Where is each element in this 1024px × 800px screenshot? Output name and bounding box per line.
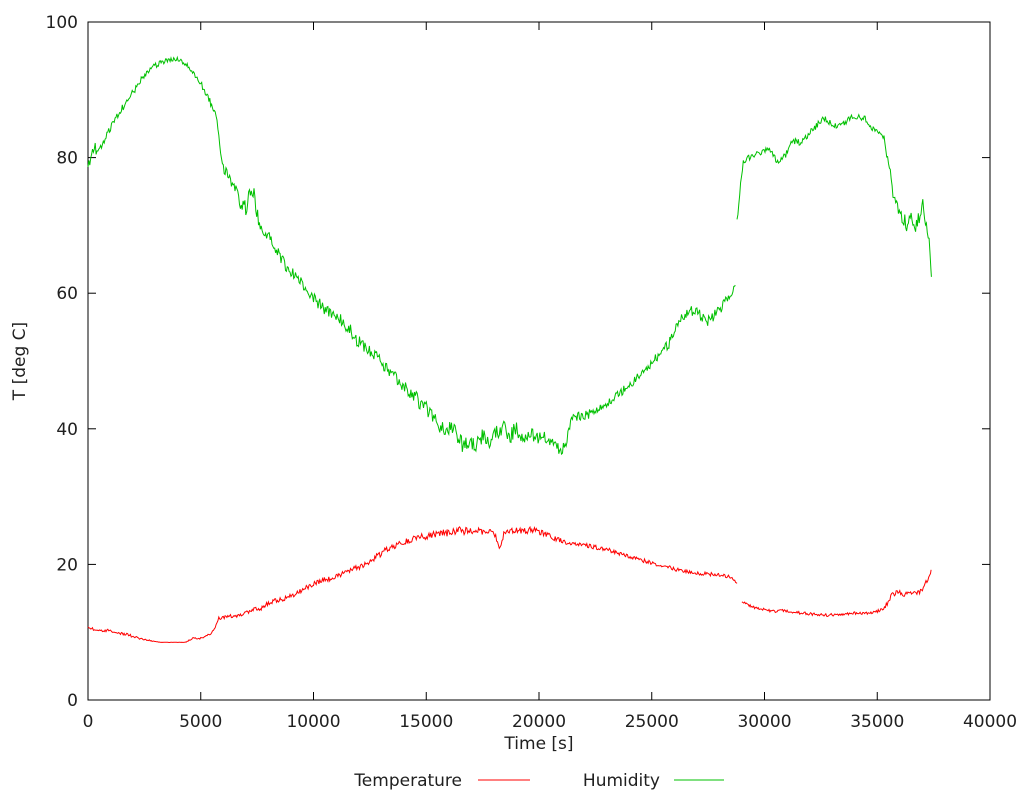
- y-tick-label: 60: [56, 284, 78, 304]
- x-tick-label: 0: [83, 712, 94, 732]
- x-axis-title: Time [s]: [503, 734, 573, 754]
- legend-label-humidity: Humidity: [583, 771, 660, 791]
- y-tick-label: 20: [56, 555, 78, 575]
- x-tick-label: 20000: [512, 712, 566, 732]
- x-tick-label: 5000: [179, 712, 222, 732]
- y-tick-label: 0: [67, 691, 78, 711]
- series-line-humidity: [87, 55, 736, 456]
- x-tick-label: 40000: [963, 712, 1017, 732]
- y-tick-label: 40: [56, 420, 78, 440]
- x-tick-label: 35000: [850, 712, 904, 732]
- x-tick-label: 10000: [286, 712, 340, 732]
- x-tick-label: 15000: [399, 712, 453, 732]
- x-tick-label: 25000: [625, 712, 679, 732]
- y-tick-label: 100: [46, 13, 78, 33]
- series-line-temperature: [741, 569, 932, 618]
- x-tick-label: 30000: [737, 712, 791, 732]
- y-axis-title: T [deg C]: [10, 322, 30, 401]
- y-tick-label: 80: [56, 149, 78, 169]
- legend-label-temperature: Temperature: [353, 771, 462, 791]
- series-line-humidity: [736, 113, 932, 277]
- series-line-temperature: [87, 525, 738, 644]
